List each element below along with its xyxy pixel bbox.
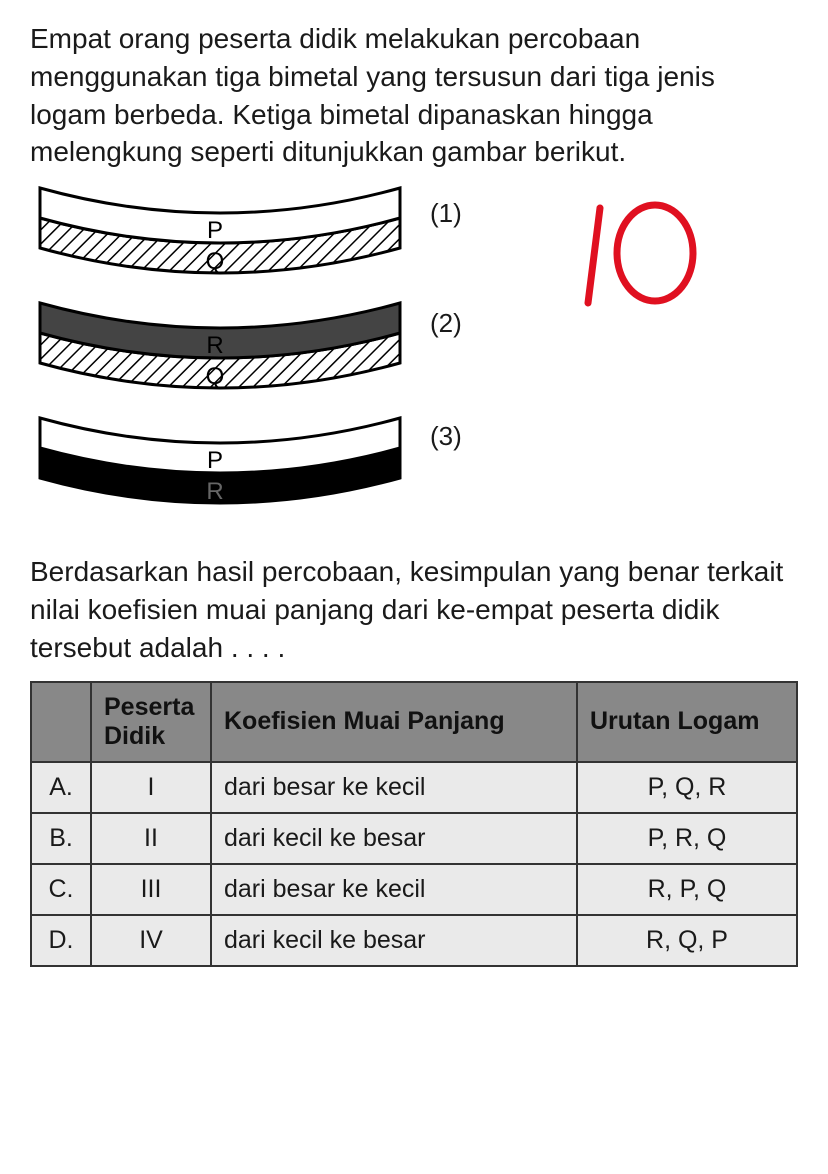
table-row: B. II dari kecil ke besar P, R, Q [31,813,797,864]
option-label: A. [31,762,91,813]
koefisien-cell: dari kecil ke besar [211,915,577,966]
urutan-cell: R, P, Q [577,864,797,915]
option-label: B. [31,813,91,864]
peserta-cell: III [91,864,211,915]
diagram-1-bottom-label: Q [206,248,225,275]
table-row: A. I dari besar ke kecil P, Q, R [31,762,797,813]
koefisien-cell: dari besar ke kecil [211,762,577,813]
urutan-cell: P, R, Q [577,813,797,864]
handwritten-annotation [570,193,730,333]
question-text: Empat orang peserta didik melakukan perc… [30,20,798,171]
diagram-area: P Q (1) R Q (2) P R (3) [30,183,798,523]
bimetal-diagram-1: P Q [30,183,410,293]
table-header-urutan: Urutan Logam [577,682,797,762]
diagram-2-top-label: R [206,332,223,359]
bimetal-diagram-3: P R [30,413,410,523]
diagram-3-top-label: P [207,447,223,474]
urutan-cell: P, Q, R [577,762,797,813]
table-header-row: Peserta Didik Koefisien Muai Panjang Uru… [31,682,797,762]
bimetal-diagram-2: R Q [30,298,410,408]
diagram-2-number: (2) [430,308,462,339]
diagram-3-bottom-label: R [206,478,223,505]
koefisien-cell: dari besar ke kecil [211,864,577,915]
peserta-cell: II [91,813,211,864]
koefisien-cell: dari kecil ke besar [211,813,577,864]
conclusion-text: Berdasarkan hasil percobaan, kesimpulan … [30,553,798,666]
table-row: D. IV dari kecil ke besar R, Q, P [31,915,797,966]
table-row: C. III dari besar ke kecil R, P, Q [31,864,797,915]
table-header-peserta: Peserta Didik [91,682,211,762]
diagram-2-bottom-label: Q [206,363,225,390]
table-header-koefisien: Koefisien Muai Panjang [211,682,577,762]
option-label: D. [31,915,91,966]
option-label: C. [31,864,91,915]
peserta-cell: IV [91,915,211,966]
table-header-blank [31,682,91,762]
diagram-1-number: (1) [430,198,462,229]
answer-table: Peserta Didik Koefisien Muai Panjang Uru… [30,681,798,967]
urutan-cell: R, Q, P [577,915,797,966]
peserta-cell: I [91,762,211,813]
diagram-1-top-label: P [207,217,223,244]
diagram-3-number: (3) [430,421,462,452]
